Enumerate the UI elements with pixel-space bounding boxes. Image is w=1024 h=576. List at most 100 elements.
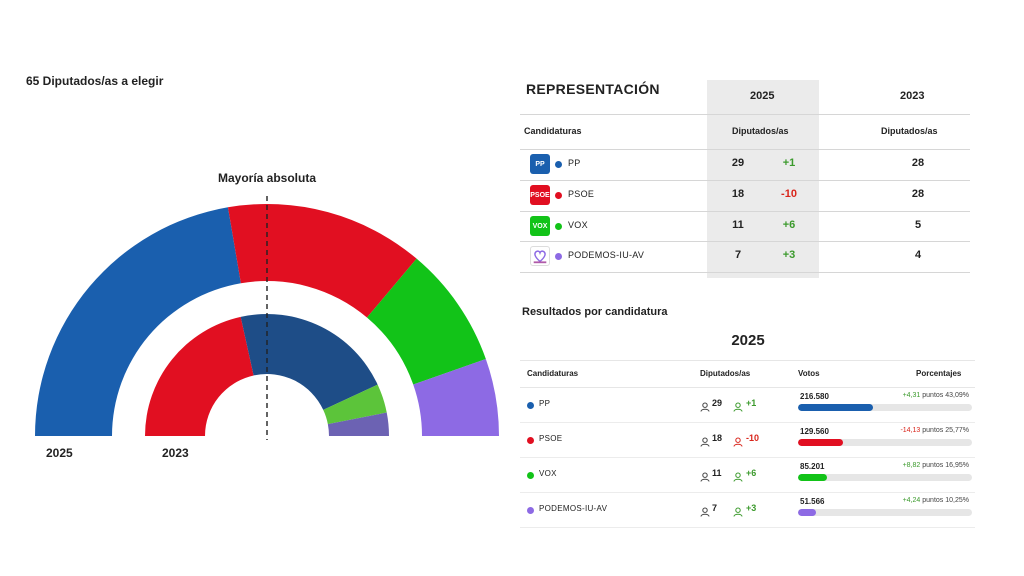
seat-arc-2023-psoe: [145, 316, 254, 436]
podemos-logo: [530, 246, 550, 266]
party-color-dot: [555, 161, 562, 168]
vote-share-bar-fill: [798, 509, 816, 516]
party-color-dot: [527, 472, 534, 479]
divider: [520, 422, 975, 423]
points-change: +4,24: [902, 497, 921, 504]
votes-count: 51.566: [800, 497, 825, 506]
seats-change: +1: [746, 398, 757, 408]
seats-change: -10: [781, 188, 797, 200]
divider: [520, 360, 975, 361]
divider: [520, 149, 970, 150]
seats-2025: 29: [731, 157, 745, 169]
vote-share-bar-fill: [798, 474, 828, 481]
hemicycle-chart: Mayoría absoluta 2025 2023: [35, 171, 499, 460]
percentage-text: -14,13 puntos 25,77%: [900, 427, 969, 434]
current-year-column-highlight: [707, 80, 819, 278]
rep-row-podemos: PODEMOS-IU-AV 7 +3 4: [520, 242, 970, 272]
result-row: PODEMOS-IU-AV 7 +3 51.566 +4,24 puntos 10,25…: [520, 493, 975, 528]
divider: [520, 387, 975, 388]
seats-count: 29: [712, 398, 723, 408]
res-col-votes: Votos: [798, 369, 820, 378]
divider: [520, 272, 970, 273]
seat-arc-2025-pp: [35, 207, 241, 436]
party-name: VOX: [539, 469, 557, 478]
party-name: PSOE: [539, 434, 563, 443]
result-row: PP 29 +1 216.580 +4,31 puntos 43,09%: [520, 388, 975, 423]
party-color-dot: [527, 402, 534, 409]
hemicycle-panel: 65 Diputados/as a elegir Mayoría absolut…: [0, 0, 510, 576]
rep-col-seats-previous: Diputados/as: [881, 126, 938, 136]
percentage-text: +4,24 puntos 10,25%: [903, 497, 969, 504]
vote-share-bar-fill: [798, 439, 843, 446]
vote-percentage: 16,95%: [945, 462, 969, 469]
votes-count: 129.560: [800, 427, 829, 436]
seats-2023: 28: [911, 157, 925, 169]
vote-percentage: 25,77%: [945, 427, 969, 434]
seats-person-icon: [700, 469, 710, 482]
seats-person-icon: [700, 504, 710, 517]
seats-change: +6: [746, 468, 757, 478]
seats-count: 11: [712, 468, 722, 478]
rep-col-party: Candidaturas: [524, 126, 582, 136]
representation-title: REPRESENTACIÓN: [526, 81, 660, 97]
divider: [520, 114, 970, 115]
party-name: PODEMOS-IU-AV: [539, 504, 608, 513]
divider: [520, 241, 970, 242]
party-color-dot: [555, 223, 562, 230]
vote-share-bar: [798, 404, 972, 411]
rep-row-vox: VOX VOX 11 +6 5: [520, 212, 970, 242]
seats-count: 7: [712, 503, 718, 513]
seats-title: 65 Diputados/as a elegir: [26, 74, 164, 88]
res-col-seats: Diputados/as: [700, 369, 751, 378]
seat-arc-2023-pp: [240, 314, 378, 410]
party-color-dot: [555, 192, 562, 199]
results-title: Resultados por candidatura: [522, 306, 668, 318]
percentage-text: +4,31 puntos 43,09%: [903, 392, 969, 399]
seats-change-person-icon: [733, 469, 743, 482]
results-year: 2025: [731, 332, 765, 349]
res-col-pct: Porcentajes: [916, 369, 962, 378]
psoe-logo: PSOE: [530, 185, 550, 205]
seats-2025: 7: [734, 249, 742, 261]
party-color-dot: [555, 253, 562, 260]
seats-change: +3: [746, 503, 757, 513]
seats-count: 18: [712, 433, 723, 443]
vox-logo: VOX: [530, 216, 550, 236]
divider: [520, 180, 970, 181]
seat-arc-2023-podemos-iu-av: [327, 412, 389, 436]
seats-2025: 11: [732, 219, 744, 231]
rep-year-current: 2025: [750, 90, 775, 102]
seats-2023: 4: [914, 249, 922, 261]
rep-year-previous: 2023: [900, 90, 925, 102]
vote-percentage: 10,25%: [945, 497, 969, 504]
seat-arc-2025-podemos-iu-av: [413, 358, 499, 436]
seats-2023: 5: [914, 219, 922, 231]
vote-share-bar: [798, 474, 972, 481]
seat-arc-2023-vox: [323, 384, 387, 425]
points-label: puntos: [922, 392, 944, 399]
seats-change-person-icon: [733, 504, 743, 517]
party-name: PP: [568, 158, 581, 168]
result-row: PSOE 18 -10 129.560 -14,13 puntos 25,77%: [520, 423, 975, 458]
seats-change-person-icon: [733, 434, 743, 447]
seats-change: +1: [782, 157, 796, 169]
ring-2023: [145, 314, 389, 436]
party-name: PP: [539, 399, 551, 408]
vote-share-bar-fill: [798, 404, 873, 411]
seats-person-icon: [700, 434, 710, 447]
votes-count: 216.580: [800, 392, 829, 401]
points-label: puntos: [922, 462, 944, 469]
seat-arc-2025-vox: [366, 258, 486, 385]
party-color-dot: [527, 437, 534, 444]
seats-change: +3: [782, 249, 796, 261]
pp-logo: PP: [530, 154, 550, 174]
points-label: puntos: [922, 497, 944, 504]
seats-person-icon: [700, 399, 710, 412]
seats-change-person-icon: [733, 399, 743, 412]
seats-change: +6: [782, 219, 796, 231]
seats-2025: 18: [731, 188, 745, 200]
points-label: puntos: [922, 427, 944, 434]
divider: [520, 527, 975, 528]
votes-count: 85.201: [800, 462, 825, 471]
seats-change: -10: [746, 433, 760, 443]
